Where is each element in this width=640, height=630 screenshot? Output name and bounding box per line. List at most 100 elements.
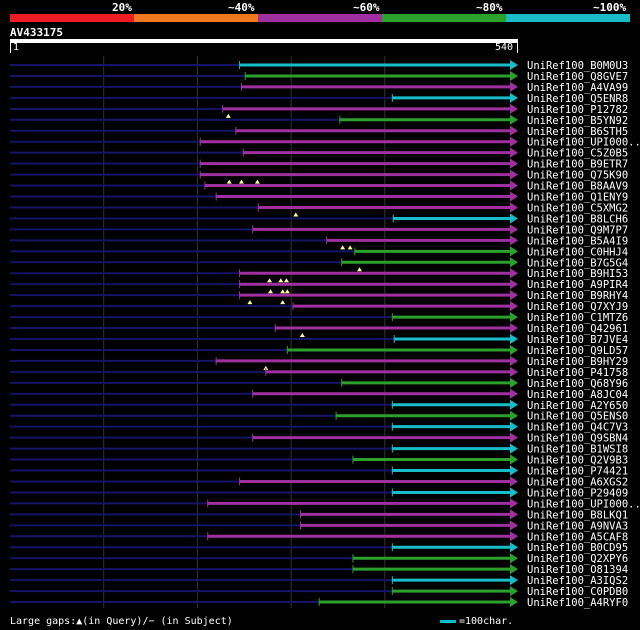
hit-row[interactable]: UniRef100_B7G5G4 — [10, 257, 628, 272]
hit-label[interactable]: UniRef100_B6STH5 — [527, 126, 628, 138]
hit-label[interactable]: UniRef100_A9NVA3 — [527, 520, 628, 532]
hit-label[interactable]: UniRef100_C0PDB0 — [527, 586, 628, 598]
hit-label[interactable]: UniRef100_UPI000.. — [527, 137, 640, 149]
hit-label[interactable]: UniRef100_B8LCH6 — [527, 213, 628, 225]
hit-label[interactable]: UniRef100_Q1ENY9 — [527, 192, 628, 204]
hit-row[interactable]: UniRef100_P74421 — [10, 465, 628, 478]
hit-row[interactable]: UniRef100_P29409 — [10, 487, 628, 499]
hit-row[interactable]: UniRef100_Q75K90 — [10, 169, 628, 184]
hit-row[interactable]: UniRef100_A6XGS2 — [10, 476, 628, 488]
hit-row[interactable]: UniRef100_Q7XYJ9 — [10, 301, 628, 313]
hit-label[interactable]: UniRef100_B7JVE4 — [527, 334, 628, 346]
hit-label[interactable]: UniRef100_B1WSI8 — [527, 444, 628, 456]
hit-label[interactable]: UniRef100_B9ETR7 — [527, 159, 628, 171]
hit-label[interactable]: UniRef100_C1MTZ6 — [527, 312, 628, 324]
hit-row[interactable]: UniRef100_A3IQS2 — [10, 575, 628, 587]
hit-row[interactable]: UniRef100_B5A4I9 — [10, 235, 628, 250]
hit-label[interactable]: UniRef100_Q2V9B3 — [527, 455, 628, 467]
hit-label[interactable]: UniRef100_UPI000.. — [527, 498, 640, 510]
hit-label[interactable]: UniRef100_A6XGS2 — [527, 476, 628, 488]
hit-row[interactable]: UniRef100_B9HY29 — [10, 355, 628, 370]
hit-label[interactable]: UniRef100_B9HI53 — [527, 268, 628, 280]
hit-row[interactable]: UniRef100_A8JC04 — [10, 388, 628, 401]
hit-label[interactable]: UniRef100_Q5ENR8 — [527, 93, 628, 105]
hit-label[interactable]: UniRef100_Q42961 — [527, 323, 628, 335]
hit-row[interactable]: UniRef100_A2Y650 — [10, 399, 628, 412]
hit-label[interactable]: UniRef100_P12782 — [527, 104, 628, 116]
hit-row[interactable]: UniRef100_B9ETR7 — [10, 158, 628, 171]
hit-row[interactable]: UniRef100_Q4C7V3 — [10, 421, 628, 434]
hit-row[interactable]: UniRef100_Q8GVE7 — [10, 70, 628, 83]
hit-label[interactable]: UniRef100_B5A4I9 — [527, 235, 628, 247]
hit-label[interactable]: UniRef100_Q9M7P7 — [527, 224, 628, 236]
hit-row[interactable]: UniRef100_Q2V9B3 — [10, 454, 628, 467]
hit-label[interactable]: UniRef100_A4VA99 — [527, 82, 628, 94]
hit-row[interactable]: UniRef100_Q9LD57 — [10, 344, 628, 357]
hit-label[interactable]: UniRef100_B8AAV9 — [527, 181, 628, 193]
hit-row[interactable]: UniRef100_P12782 — [10, 103, 628, 118]
hit-row[interactable]: UniRef100_Q1ENY9 — [10, 191, 628, 204]
hit-label[interactable]: UniRef100_A2Y650 — [527, 400, 628, 412]
hit-row[interactable]: UniRef100_A9NVA3 — [10, 520, 628, 532]
hit-row[interactable]: UniRef100_C5XMG2 — [10, 202, 628, 217]
hit-label[interactable]: UniRef100_C5XMG2 — [527, 202, 628, 214]
hit-row[interactable]: UniRef100_C0HHJ4 — [10, 246, 628, 258]
hit-label[interactable]: UniRef100_C0HHJ4 — [527, 246, 628, 258]
hit-label[interactable]: UniRef100_B9RHY4 — [527, 290, 628, 302]
hit-row[interactable]: UniRef100_A4VA99 — [10, 81, 628, 94]
hit-label[interactable]: UniRef100_A4RYF0 — [527, 597, 628, 609]
hit-label[interactable]: UniRef100_B9HY29 — [527, 356, 628, 368]
hit-row[interactable]: UniRef100_A9PIR4 — [10, 279, 628, 294]
hit-row[interactable]: UniRef100_B7JVE4 — [10, 334, 628, 346]
hit-row[interactable]: UniRef100_UPI000.. — [10, 136, 640, 149]
hit-label[interactable]: UniRef100_Q8GVE7 — [527, 71, 628, 83]
hit-label[interactable]: UniRef100_P41758 — [527, 367, 628, 379]
hit-label[interactable]: UniRef100_Q68Y96 — [527, 378, 628, 390]
hit-row[interactable]: UniRef100_B8LCH6 — [10, 213, 628, 225]
hit-label[interactable]: UniRef100_Q75K90 — [527, 170, 628, 182]
hit-row[interactable]: UniRef100_O81394 — [10, 564, 628, 576]
hit-row[interactable]: UniRef100_Q42961 — [10, 323, 628, 338]
hit-row[interactable]: UniRef100_B8AAV9 — [10, 180, 628, 193]
hit-row[interactable]: UniRef100_A5CAF8 — [10, 531, 628, 543]
hit-label[interactable]: UniRef100_Q9LD57 — [527, 345, 628, 357]
hit-label[interactable]: UniRef100_Q9SBN4 — [527, 433, 628, 445]
hit-row[interactable]: UniRef100_C1MTZ6 — [10, 312, 628, 324]
hit-row[interactable]: UniRef100_Q5ENR8 — [10, 92, 628, 105]
hit-label[interactable]: UniRef100_C5Z0B5 — [527, 148, 628, 160]
hit-label[interactable]: UniRef100_B0M0U3 — [527, 60, 628, 72]
hit-row[interactable]: UniRef100_B9HI53 — [10, 268, 628, 283]
hit-row[interactable]: UniRef100_B5YN92 — [10, 114, 628, 127]
hit-row[interactable]: UniRef100_B1WSI8 — [10, 443, 628, 456]
hit-row[interactable]: UniRef100_B0M0U3 — [10, 60, 628, 72]
hit-label[interactable]: UniRef100_B5YN92 — [527, 115, 628, 127]
hit-label[interactable]: UniRef100_Q5ENS0 — [527, 411, 628, 423]
hit-label[interactable]: UniRef100_Q2XPY6 — [527, 553, 628, 565]
hit-row[interactable]: UniRef100_UPI000.. — [10, 498, 640, 510]
hit-label[interactable]: UniRef100_A8JC04 — [527, 389, 628, 401]
hit-label[interactable]: UniRef100_Q7XYJ9 — [527, 301, 628, 313]
hit-row[interactable]: UniRef100_Q68Y96 — [10, 377, 628, 390]
hit-label[interactable]: UniRef100_B8LKQ1 — [527, 509, 628, 521]
hit-label[interactable]: UniRef100_B7G5G4 — [527, 257, 628, 269]
hit-row[interactable]: UniRef100_Q9M7P7 — [10, 224, 628, 236]
hit-row[interactable]: UniRef100_Q2XPY6 — [10, 553, 628, 565]
hit-row[interactable]: UniRef100_C0PDB0 — [10, 586, 628, 598]
hit-label[interactable]: UniRef100_Q4C7V3 — [527, 422, 628, 434]
hit-row[interactable]: UniRef100_B6STH5 — [10, 126, 628, 138]
hit-row[interactable]: UniRef100_B9RHY4 — [10, 290, 628, 305]
hit-row[interactable]: UniRef100_B8LKQ1 — [10, 509, 628, 521]
hit-label[interactable]: UniRef100_P29409 — [527, 487, 628, 499]
hit-label[interactable]: UniRef100_A5CAF8 — [527, 531, 628, 543]
hit-row[interactable]: UniRef100_A4RYF0 — [10, 597, 628, 609]
hit-row[interactable]: UniRef100_Q9SBN4 — [10, 432, 628, 445]
hit-row[interactable]: UniRef100_B0CD95 — [10, 542, 628, 554]
hit-label[interactable]: UniRef100_A9PIR4 — [527, 279, 628, 291]
hit-row[interactable]: UniRef100_P41758 — [10, 366, 628, 379]
hit-row[interactable]: UniRef100_Q5ENS0 — [10, 410, 628, 423]
hit-label[interactable]: UniRef100_O81394 — [527, 564, 628, 576]
hit-label[interactable]: UniRef100_P74421 — [527, 466, 628, 478]
hit-label[interactable]: UniRef100_B0CD95 — [527, 542, 628, 554]
hit-row[interactable]: UniRef100_C5Z0B5 — [10, 147, 628, 160]
hit-label[interactable]: UniRef100_A3IQS2 — [527, 575, 628, 587]
